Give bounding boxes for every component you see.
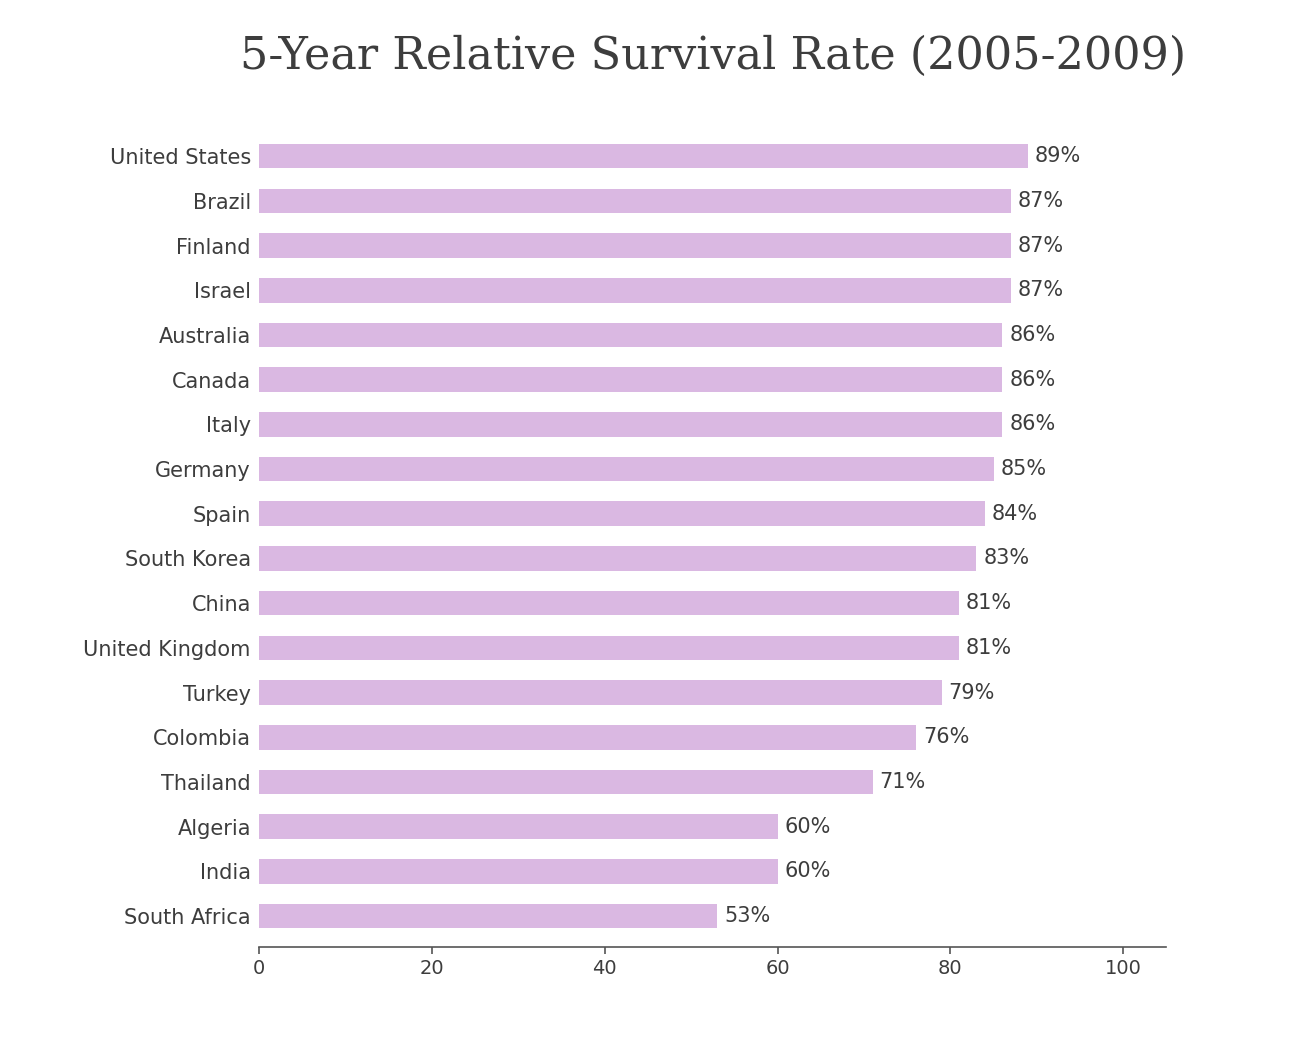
Bar [259, 591, 959, 615]
Bar [259, 904, 717, 929]
Text: 53%: 53% [724, 906, 770, 926]
Bar [259, 278, 1011, 303]
Bar [259, 502, 985, 526]
Bar [259, 323, 1002, 348]
Text: 86%: 86% [1010, 325, 1055, 345]
Title: 5-Year Relative Survival Rate (2005-2009): 5-Year Relative Survival Rate (2005-2009… [240, 35, 1186, 78]
Bar [259, 636, 959, 660]
Bar [259, 547, 976, 570]
Text: 81%: 81% [966, 638, 1012, 658]
Bar [259, 769, 872, 794]
Text: 76%: 76% [923, 728, 969, 747]
Text: 87%: 87% [1017, 280, 1064, 300]
Bar [259, 725, 916, 750]
Text: 87%: 87% [1017, 191, 1064, 211]
Bar [259, 814, 778, 839]
Bar [259, 367, 1002, 392]
Bar [259, 144, 1028, 169]
Bar [259, 412, 1002, 436]
Bar [259, 859, 778, 884]
Bar [259, 680, 942, 705]
Text: 84%: 84% [991, 504, 1038, 524]
Text: 81%: 81% [966, 593, 1012, 613]
Bar [259, 188, 1011, 213]
Text: 86%: 86% [1010, 370, 1055, 389]
Bar [259, 233, 1011, 258]
Bar [259, 457, 994, 481]
Text: 71%: 71% [880, 772, 925, 792]
Text: 83%: 83% [984, 549, 1029, 568]
Text: 86%: 86% [1010, 414, 1055, 434]
Text: 60%: 60% [784, 816, 831, 837]
Text: 85%: 85% [1001, 459, 1047, 479]
Text: 60%: 60% [784, 861, 831, 882]
Text: 87%: 87% [1017, 235, 1064, 256]
Text: 89%: 89% [1036, 146, 1081, 167]
Text: 79%: 79% [949, 683, 995, 703]
